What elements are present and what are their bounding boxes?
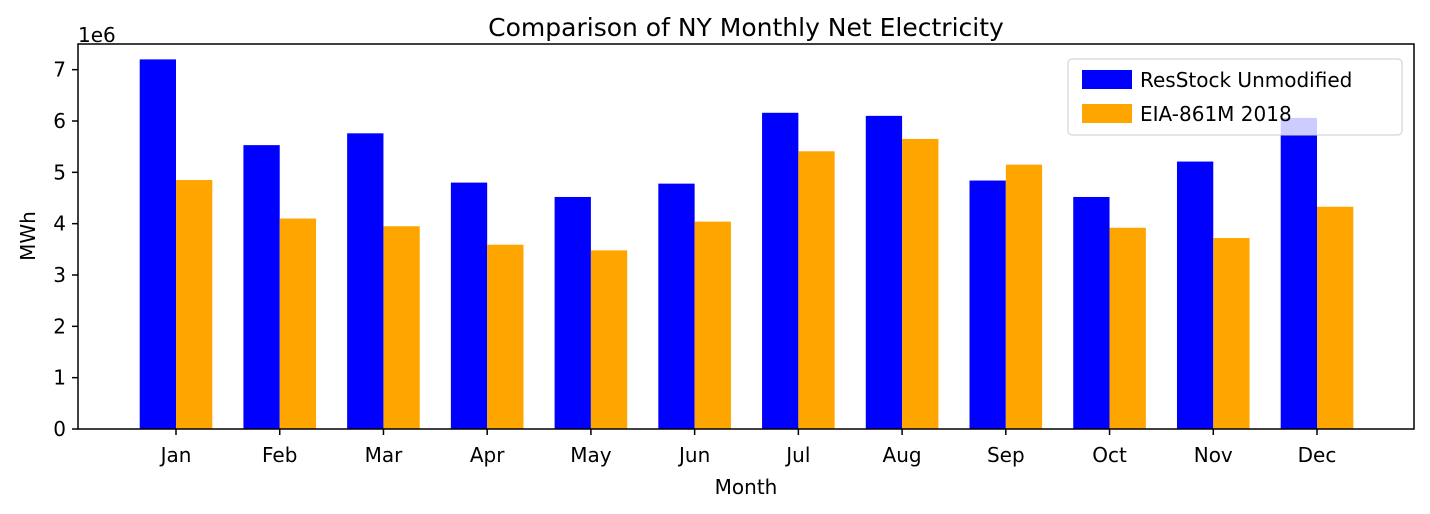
y-tick-label-1: 1 xyxy=(53,366,66,390)
bars-layer xyxy=(139,59,1354,430)
x-tick-label-sep: Sep xyxy=(987,443,1025,467)
bar-eia-apr xyxy=(487,244,524,429)
y-tick-label-2: 2 xyxy=(53,314,66,338)
bar-eia-sep xyxy=(1005,164,1043,429)
legend-swatch-resstock-unmodified xyxy=(1082,70,1132,89)
bar-eia-jun xyxy=(694,221,731,429)
x-tick-label-dec: Dec xyxy=(1298,443,1337,467)
bar-eia-feb xyxy=(279,218,317,429)
y-axis-label: MWh xyxy=(16,211,40,261)
bar-eia-jul xyxy=(798,151,835,430)
bar-resstock-apr xyxy=(450,182,488,429)
y-tick-label-3: 3 xyxy=(53,263,66,287)
bar-resstock-mar xyxy=(347,133,384,429)
bar-eia-aug xyxy=(902,138,939,429)
x-tick-label-jan: Jan xyxy=(159,443,192,467)
bar-eia-may xyxy=(590,250,628,429)
bar-eia-jan xyxy=(176,180,213,429)
bar-eia-oct xyxy=(1109,227,1146,429)
x-axis-label: Month xyxy=(715,475,778,499)
legend-box xyxy=(1067,58,1403,136)
bar-resstock-nov xyxy=(1176,161,1214,430)
bar-resstock-may xyxy=(554,196,591,429)
x-tick-label-aug: Aug xyxy=(883,443,922,467)
chart-title: Comparison of NY Monthly Net Electricity xyxy=(488,13,1004,42)
bar-resstock-sep xyxy=(969,180,1006,429)
x-tick-label-may: May xyxy=(570,443,612,467)
plot-area-frame xyxy=(77,43,1415,430)
x-tick-label-apr: Apr xyxy=(470,443,505,467)
y-axis-offset-text: 1e6 xyxy=(78,23,116,47)
bar-resstock-jan xyxy=(139,59,176,430)
bar-resstock-feb xyxy=(243,145,280,429)
legend-label-eia-861m-2018: EIA-861M 2018 xyxy=(1140,102,1292,126)
ticks-layer: Jan Feb Mar Apr May Jun Jul Aug Sep Oct Nov Dec 0 1 2 3… xyxy=(53,58,1336,467)
bar-eia-nov xyxy=(1213,238,1250,429)
y-tick-label-4: 4 xyxy=(53,212,66,236)
bar-resstock-jul xyxy=(762,112,799,429)
legend-swatch-eia-861m-2018 xyxy=(1082,104,1132,123)
bar-resstock-oct xyxy=(1073,196,1110,429)
y-tick-label-5: 5 xyxy=(53,160,66,184)
x-tick-label-mar: Mar xyxy=(365,443,404,467)
bar-resstock-aug xyxy=(865,115,903,430)
legend: ResStock Unmodified EIA-861M 2018 xyxy=(1067,58,1403,136)
y-tick-label-0: 0 xyxy=(53,417,66,441)
x-tick-label-jul: Jul xyxy=(784,443,810,467)
x-tick-label-jun: Jun xyxy=(677,443,710,467)
bar-eia-dec xyxy=(1317,206,1354,429)
legend-label-resstock-unmodified: ResStock Unmodified xyxy=(1140,68,1352,92)
bar-resstock-dec xyxy=(1280,117,1317,430)
x-tick-label-nov: Nov xyxy=(1194,443,1233,467)
x-tick-label-feb: Feb xyxy=(262,443,297,467)
y-tick-label-7: 7 xyxy=(53,58,66,82)
bar-eia-mar xyxy=(383,226,420,429)
bar-resstock-jun xyxy=(658,183,695,429)
y-tick-label-6: 6 xyxy=(53,109,66,133)
x-tick-label-oct: Oct xyxy=(1092,443,1127,467)
